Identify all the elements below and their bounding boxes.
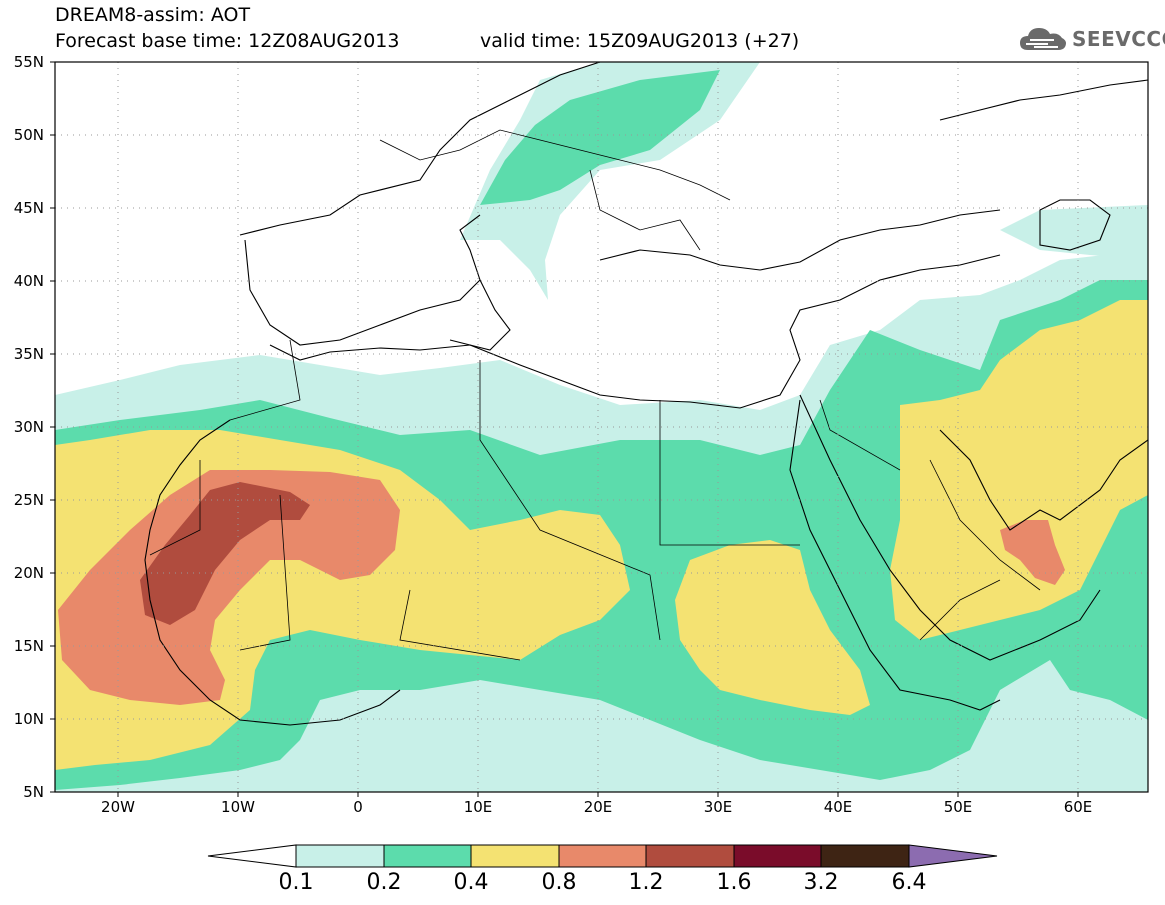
lat-label: 30N xyxy=(14,418,44,436)
lon-label: 10E xyxy=(464,798,493,816)
lat-label: 50N xyxy=(14,126,44,144)
aot-band-0-1-caspian xyxy=(1000,205,1148,260)
forecast-base-time: Forecast base time: 12Z08AUG2013 valid ti… xyxy=(55,30,799,52)
aot-band-0-8 xyxy=(58,470,400,705)
colorbar-bin xyxy=(645,844,735,868)
lon-label: 40E xyxy=(824,798,853,816)
brand-name: SEEVCCC xyxy=(1072,27,1165,51)
aot-band-0-4-arabia xyxy=(890,300,1148,640)
colorbar xyxy=(207,844,998,868)
lon-label: 0 xyxy=(353,798,363,816)
lon-label: 20E xyxy=(584,798,613,816)
aot-band-1-2 xyxy=(140,482,310,625)
colorbar-bin xyxy=(820,844,910,868)
lon-label: 10W xyxy=(221,798,255,816)
lat-label: 15N xyxy=(14,637,44,655)
colorbar-bin xyxy=(295,844,385,868)
brand-logo: SEEVCCC xyxy=(1018,24,1165,54)
base-time-text: Forecast base time: 12Z08AUG2013 xyxy=(55,30,400,52)
latitude-labels: 55N 50N 45N 40N 35N 30N 25N 20N 15N 10N … xyxy=(14,53,44,801)
colorbar-label: 3.2 xyxy=(803,870,839,895)
colorbar-label: 1.2 xyxy=(628,870,664,895)
lat-label: 45N xyxy=(14,199,44,217)
colorbar-label: 0.2 xyxy=(366,870,402,895)
political-borders xyxy=(149,129,1041,661)
lat-label: 5N xyxy=(23,783,44,801)
colorbar-label: 0.8 xyxy=(541,870,577,895)
lat-label: 20N xyxy=(14,564,44,582)
coastlines xyxy=(144,62,1148,726)
lon-label: 50E xyxy=(944,798,973,816)
colorbar-bin xyxy=(733,844,822,868)
lon-label: 30E xyxy=(704,798,733,816)
aot-field xyxy=(55,62,1148,792)
lat-label: 25N xyxy=(14,491,44,509)
colorbar-under-arrow xyxy=(207,844,297,868)
map-title: DREAM8-assim: AOT xyxy=(55,4,251,26)
lon-label: 60E xyxy=(1064,798,1093,816)
colorbar-over-arrow xyxy=(908,844,998,868)
lat-label: 40N xyxy=(14,272,44,290)
lon-label: 20W xyxy=(101,798,135,816)
graticule xyxy=(55,62,1148,792)
colorbar-label: 0.1 xyxy=(278,870,314,895)
axis-ticks xyxy=(50,61,1079,797)
lat-label: 55N xyxy=(14,53,44,71)
longitude-labels: 20W 10W 0 10E 20E 30E 40E 50E 60E xyxy=(101,798,1092,816)
colorbar-bin xyxy=(470,844,560,868)
aot-band-0-2-europe xyxy=(480,70,720,205)
lat-label: 35N xyxy=(14,345,44,363)
cloud-icon xyxy=(1020,28,1066,50)
aot-band-0-4-sudan xyxy=(675,540,870,715)
colorbar-label: 6.4 xyxy=(891,870,927,895)
colorbar-label: 1.6 xyxy=(716,870,752,895)
lat-label: 10N xyxy=(14,710,44,728)
valid-time-text: valid time: 15Z09AUG2013 (+27) xyxy=(480,30,800,52)
colorbar-bin xyxy=(558,844,647,868)
aot-band-0-8-oman xyxy=(1000,520,1065,585)
colorbar-label: 0.4 xyxy=(453,870,489,895)
colorbar-bin xyxy=(383,844,472,868)
